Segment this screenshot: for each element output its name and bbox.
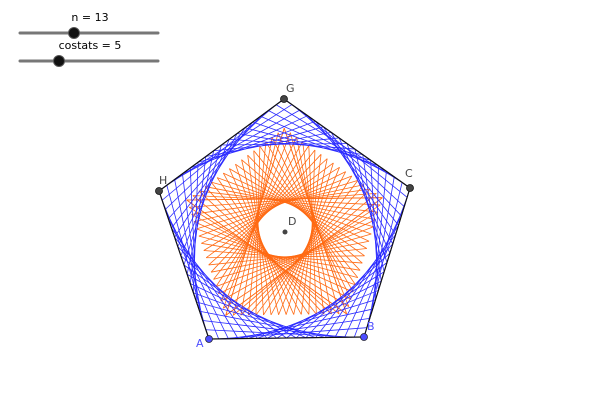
orange-string [215,226,374,287]
blue-string [182,115,308,175]
blue-string [221,143,348,146]
slider-label: costats = 5 [59,39,122,52]
blue-string [344,206,405,338]
blue-string [193,292,316,339]
orange-string [215,145,310,287]
orange-string [220,211,379,302]
blue-string [202,320,345,338]
polygon-side [283,98,411,189]
blue-string [166,104,293,186]
point[interactable] [205,335,213,343]
blue-string [190,283,307,339]
polygon-side [363,187,411,338]
blue-string [183,264,287,339]
point[interactable] [360,333,368,341]
slider-label: n = 13 [71,11,108,24]
point[interactable] [155,187,163,195]
point-label: G [286,82,295,95]
blue-string [307,115,402,217]
blue-string [334,215,402,338]
polygon-side [208,336,365,340]
blue-string [299,109,405,207]
orange-string [293,158,328,315]
polygon-side [158,190,210,340]
blue-string [295,252,391,339]
orange-string [222,172,302,315]
point[interactable] [406,184,414,192]
polygon-side [158,98,285,192]
point-label: H [159,174,167,187]
point-label: B [367,320,375,333]
blue-string [315,234,396,338]
blue-string [338,137,391,254]
blue-string [213,137,340,152]
blue-string [174,109,300,180]
point-label: C [405,167,413,180]
points: A B C G H D [155,82,414,350]
orange-string [198,190,332,315]
orange-string [229,168,295,315]
blue-string [183,144,222,266]
orange-string [208,248,367,266]
orange-string [229,168,368,249]
slider-knob[interactable] [53,55,65,67]
blue-string [186,273,297,339]
blue-string [192,162,199,293]
slider-knob[interactable] [68,27,80,39]
orange-string [223,204,381,309]
point[interactable] [282,229,288,235]
orange-string [211,240,370,273]
blue-string [291,104,408,198]
point-label: A [196,337,204,350]
point[interactable] [280,95,288,103]
slider[interactable]: costats = 5 [18,39,160,67]
orange-string [216,177,310,315]
orange-string [204,186,325,315]
blue-string [286,262,388,339]
blue-string [353,197,408,338]
point-label: D [288,215,296,228]
blue-string [166,185,207,330]
blue-string [186,150,215,275]
blue-string [199,310,336,338]
orange-string [225,197,383,316]
string-art [158,98,411,340]
blue-string [174,179,204,321]
blue-string [182,173,201,312]
orange-string [213,233,372,280]
orange-string [210,181,317,315]
blue-string [323,126,396,235]
blue-string [346,143,388,263]
orange-string [218,219,376,295]
blue-string [205,329,355,338]
slider[interactable]: n = 13 [18,11,160,39]
blue-string [197,126,324,163]
